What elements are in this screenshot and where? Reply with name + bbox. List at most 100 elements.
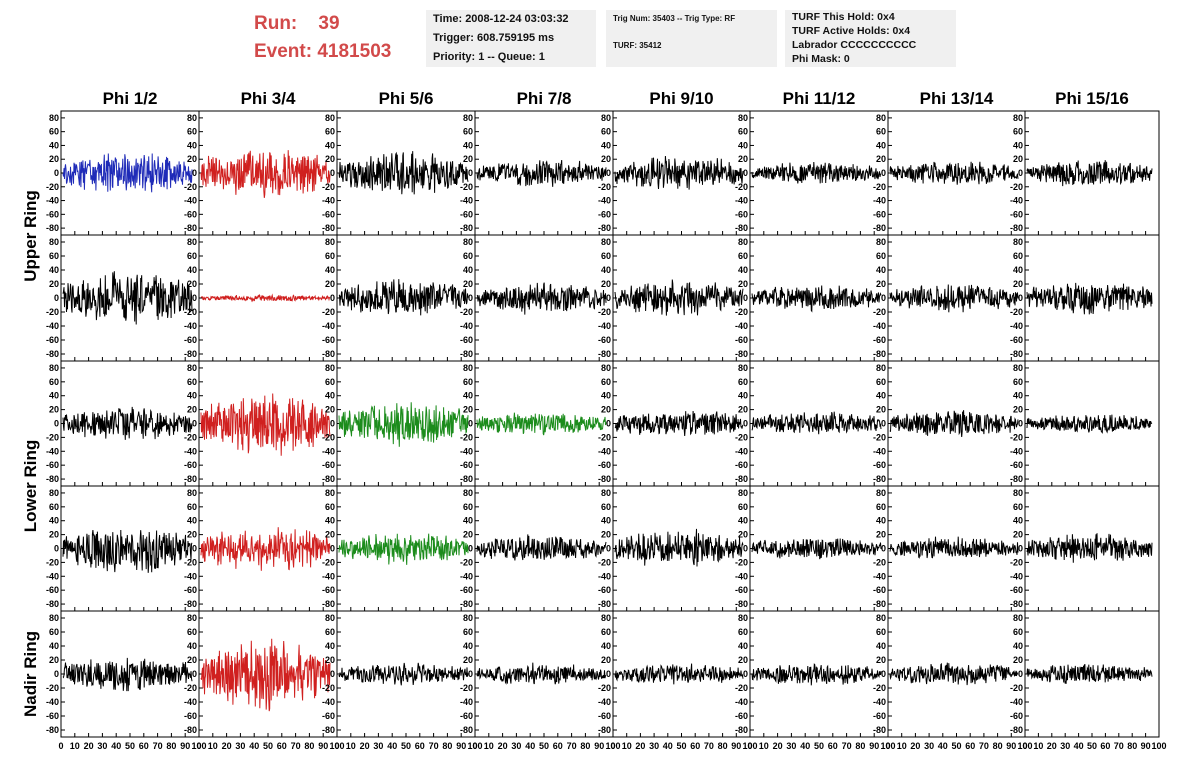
y-tick-label: 60 — [1013, 127, 1023, 137]
waveform-line — [751, 161, 881, 184]
y-tick-label: 0 — [192, 293, 197, 303]
y-tick-label: 0 — [1018, 419, 1023, 429]
y-tick-label: 80 — [1013, 237, 1023, 247]
y-tick-label: -80 — [598, 223, 611, 233]
y-tick-label: 0 — [192, 544, 197, 554]
labrador-text: Labrador CCCCCCCCCC — [792, 39, 917, 51]
y-tick-label: 40 — [1013, 641, 1023, 651]
y-tick-label: 0 — [606, 544, 611, 554]
y-tick-label: -20 — [598, 683, 611, 693]
y-tick-label: -60 — [46, 585, 59, 595]
y-tick-label: 60 — [49, 251, 59, 261]
y-tick-label: 80 — [49, 613, 59, 623]
y-tick-label: -20 — [1010, 307, 1023, 317]
y-tick-label: 0 — [330, 419, 335, 429]
y-tick-label: 0 — [468, 168, 473, 178]
x-tick-label: 60 — [965, 741, 975, 751]
y-tick-label: -40 — [184, 571, 197, 581]
y-tick-label: 60 — [325, 127, 335, 137]
y-tick-label: -80 — [1010, 725, 1023, 735]
column-header: Phi 3/4 — [241, 89, 296, 108]
y-tick-label: -80 — [735, 223, 748, 233]
x-tick-label: 50 — [814, 741, 824, 751]
y-tick-label: -40 — [735, 571, 748, 581]
y-tick-label: 40 — [601, 140, 611, 150]
y-tick-label: 40 — [601, 516, 611, 526]
x-tick-label: 0 — [472, 741, 477, 751]
y-tick-label: -60 — [873, 711, 886, 721]
y-tick-label: 0 — [54, 293, 59, 303]
x-tick-label: 40 — [663, 741, 673, 751]
x-tick-label: 70 — [567, 741, 577, 751]
x-tick-label: 40 — [938, 741, 948, 751]
x-tick-label: 50 — [401, 741, 411, 751]
phi-mask-text: Phi Mask: 0 — [792, 53, 850, 65]
event-line: Event: 4181503 — [254, 38, 391, 66]
y-tick-label: 60 — [49, 502, 59, 512]
y-tick-label: 80 — [463, 113, 473, 123]
y-tick-label: 60 — [601, 251, 611, 261]
y-tick-label: -40 — [184, 697, 197, 707]
y-tick-label: -40 — [1010, 697, 1023, 707]
y-tick-label: -80 — [1010, 223, 1023, 233]
y-tick-label: 0 — [468, 293, 473, 303]
priority-text: Priority: 1 -- Queue: 1 — [433, 51, 545, 63]
y-tick-label: 60 — [1013, 502, 1023, 512]
column-header: Phi 7/8 — [517, 89, 572, 108]
y-tick-label: -40 — [322, 697, 335, 707]
y-tick-label: 0 — [743, 168, 748, 178]
y-tick-label: -40 — [322, 446, 335, 456]
y-tick-label: -60 — [873, 460, 886, 470]
y-tick-label: -60 — [184, 585, 197, 595]
y-tick-label: -40 — [460, 321, 473, 331]
y-tick-label: 0 — [606, 168, 611, 178]
y-tick-label: 40 — [1013, 140, 1023, 150]
y-tick-label: -80 — [598, 725, 611, 735]
y-tick-label: 40 — [325, 265, 335, 275]
waveform-line — [62, 529, 193, 573]
x-tick-label: 20 — [498, 741, 508, 751]
y-tick-label: -20 — [46, 307, 59, 317]
x-tick-label: 60 — [139, 741, 149, 751]
y-tick-label: -40 — [735, 446, 748, 456]
y-tick-label: 20 — [1013, 279, 1023, 289]
y-tick-label: 60 — [738, 251, 748, 261]
y-tick-label: -20 — [46, 182, 59, 192]
y-tick-label: 80 — [876, 613, 886, 623]
y-tick-label: 80 — [49, 488, 59, 498]
y-tick-label: 40 — [49, 516, 59, 526]
waveform-line — [200, 293, 331, 303]
y-tick-label: 0 — [606, 669, 611, 679]
waveform-line — [614, 410, 744, 437]
x-tick-label: 10 — [622, 741, 632, 751]
y-tick-label: 20 — [738, 655, 748, 665]
y-tick-label: -20 — [735, 557, 748, 567]
y-tick-label: 60 — [876, 127, 886, 137]
y-tick-label: -80 — [873, 599, 886, 609]
y-tick-label: 0 — [881, 293, 886, 303]
y-tick-label: -60 — [873, 585, 886, 595]
y-tick-label: -60 — [1010, 209, 1023, 219]
y-tick-label: 20 — [1013, 655, 1023, 665]
y-tick-label: 80 — [876, 488, 886, 498]
waveform-line — [614, 663, 744, 685]
x-tick-label: 0 — [196, 741, 201, 751]
run-line: Run: 39 — [254, 10, 391, 38]
y-tick-label: 60 — [876, 377, 886, 387]
y-tick-label: 20 — [876, 279, 886, 289]
y-tick-label: -80 — [735, 474, 748, 484]
y-tick-label: -20 — [735, 432, 748, 442]
y-tick-label: 60 — [738, 127, 748, 137]
waveform-line — [889, 410, 1019, 437]
y-tick-label: 20 — [738, 154, 748, 164]
y-tick-label: 40 — [463, 140, 473, 150]
y-tick-label: -20 — [873, 683, 886, 693]
y-tick-label: -60 — [735, 585, 748, 595]
waveform-line — [1026, 160, 1153, 187]
y-tick-label: -80 — [46, 474, 59, 484]
y-tick-label: 80 — [876, 363, 886, 373]
x-tick-label: 0 — [747, 741, 752, 751]
x-tick-label: 60 — [828, 741, 838, 751]
x-tick-label: 50 — [539, 741, 549, 751]
y-tick-label: 40 — [738, 641, 748, 651]
